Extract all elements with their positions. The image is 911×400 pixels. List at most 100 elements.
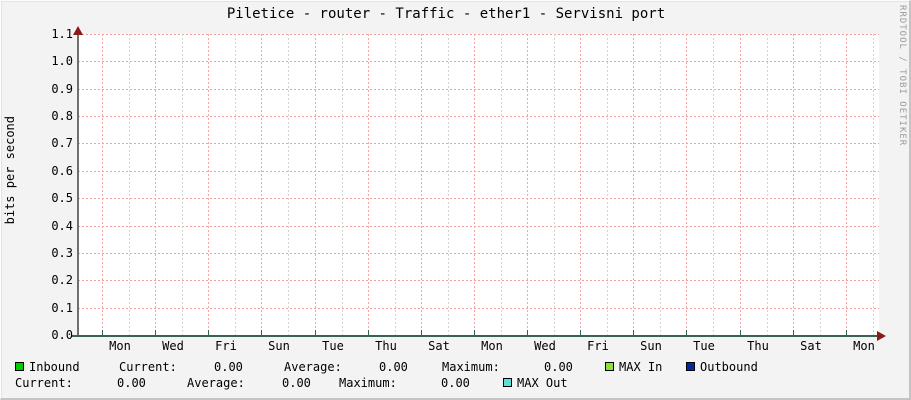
page-title: Piletice - router - Traffic - ether1 - S… <box>226 6 666 22</box>
legend-outbound-average-label: Average: <box>187 376 245 390</box>
x-axis-tick-mark <box>208 330 209 335</box>
vertical-gridline-major <box>580 34 581 336</box>
y-axis-tick-label: 0.4 <box>51 219 73 233</box>
horizontal-gridline <box>78 61 879 62</box>
horizontal-gridline <box>78 198 879 199</box>
vertical-gridline-minor <box>501 34 502 336</box>
y-axis-ticks: 1.1 1.0 0.9 0.8 0.7 0.6 0.5 0.4 0.3 0.2 0.1 0.0 <box>9 1 73 398</box>
x-axis-tick-label: Tue <box>322 339 344 353</box>
plot-area <box>78 34 879 336</box>
legend-outbound-current-label: Current: <box>15 376 73 390</box>
x-axis-tick-label: Mon <box>853 339 875 353</box>
y-axis-tick-label: 0.5 <box>51 191 73 205</box>
rrdtool-watermark: RRDTOOL / TOBI OETIKER <box>897 5 907 147</box>
x-axis-tick-mark <box>421 330 422 335</box>
vertical-gridline-major <box>686 34 687 336</box>
legend-inbound-maximum-value: 0.00 <box>544 360 573 374</box>
x-axis-tick-label: Fri <box>215 339 237 353</box>
x-axis-tick-mark <box>580 330 581 335</box>
legend-inbound-current-value: 0.00 <box>214 360 243 374</box>
x-axis-tick-label: Sat <box>800 339 822 353</box>
x-axis-tick-label: Thu <box>747 339 769 353</box>
x-axis-tick-label: Wed <box>162 339 184 353</box>
y-axis-tick-label: 0.6 <box>51 164 73 178</box>
y-axis-tick-label: 0.7 <box>51 136 73 150</box>
vertical-gridline-major <box>633 34 634 336</box>
horizontal-gridline <box>78 143 879 144</box>
y-axis-tick-label: 1.0 <box>51 54 73 68</box>
vertical-gridline-minor <box>182 34 183 336</box>
vertical-gridline-minor <box>873 34 874 336</box>
vertical-gridline-minor <box>820 34 821 336</box>
vertical-gridline-major <box>793 34 794 336</box>
x-axis-tick-mark <box>686 330 687 335</box>
legend-row-outbound: Current: 0.00 Average: 0.00 Maximum: 0.0… <box>1 375 909 391</box>
x-axis-tick-label: Mon <box>481 339 503 353</box>
y-axis-tick-label: 1.1 <box>51 27 73 41</box>
vertical-gridline-minor <box>288 34 289 336</box>
x-axis-tick-mark <box>740 330 741 335</box>
x-axis-tick-mark <box>527 330 528 335</box>
legend-inbound-current-label: Current: <box>119 360 177 374</box>
vertical-gridline-major <box>421 34 422 336</box>
legend-outbound-maximum-label: Maximum: <box>339 376 397 390</box>
vertical-gridline-minor <box>235 34 236 336</box>
maxout-color-swatch <box>503 378 512 387</box>
y-axis-tick-label: 0.8 <box>51 109 73 123</box>
y-axis-tick-label: 0.2 <box>51 273 73 287</box>
y-axis-arrow-icon <box>73 26 83 35</box>
legend-row-inbound: Inbound Current: 0.00 Average: 0.00 Maxi… <box>1 359 909 375</box>
x-axis-tick-mark <box>368 330 369 335</box>
x-axis-tick-mark <box>261 330 262 335</box>
vertical-gridline-minor <box>713 34 714 336</box>
x-axis-tick-label: Mon <box>109 339 131 353</box>
x-axis-tick-mark <box>155 330 156 335</box>
maxin-color-swatch <box>605 362 614 371</box>
vertical-gridline-major <box>368 34 369 336</box>
x-axis-tick-mark <box>315 330 316 335</box>
vertical-gridline-minor <box>395 34 396 336</box>
horizontal-gridline <box>78 226 879 227</box>
horizontal-gridline <box>78 308 879 309</box>
vertical-gridline-major <box>846 34 847 336</box>
y-axis-tick-label: 0.1 <box>51 301 73 315</box>
legend-outbound-average-value: 0.00 <box>282 376 311 390</box>
vertical-gridline-minor <box>342 34 343 336</box>
horizontal-gridline <box>78 116 879 117</box>
horizontal-gridline <box>78 253 879 254</box>
vertical-gridline-major <box>315 34 316 336</box>
vertical-gridline-minor <box>607 34 608 336</box>
x-axis-tick-mark <box>474 330 475 335</box>
vertical-gridline-major <box>261 34 262 336</box>
vertical-gridline-major <box>155 34 156 336</box>
horizontal-gridline <box>78 34 879 35</box>
x-axis-tick-label: Wed <box>534 339 556 353</box>
y-axis-tick-label: 0.3 <box>51 246 73 260</box>
legend-maxout-label: MAX Out <box>517 376 568 390</box>
outbound-color-swatch <box>686 362 695 371</box>
y-axis-tick-label: 0.0 <box>51 328 73 342</box>
x-axis-tick-label: Sat <box>428 339 450 353</box>
x-axis-tick-mark <box>846 330 847 335</box>
vertical-gridline-minor <box>767 34 768 336</box>
legend: Inbound Current: 0.00 Average: 0.00 Maxi… <box>1 359 909 397</box>
legend-inbound-maximum-label: Maximum: <box>442 360 500 374</box>
legend-inbound-label: Inbound <box>29 360 80 374</box>
x-axis-arrow-icon <box>877 331 886 341</box>
horizontal-gridline <box>78 89 879 90</box>
y-axis-tick-label: 0.9 <box>51 82 73 96</box>
vertical-gridline-minor <box>660 34 661 336</box>
x-axis-tick-label: Fri <box>587 339 609 353</box>
x-axis-line <box>72 335 879 337</box>
legend-inbound-average-value: 0.00 <box>379 360 408 374</box>
x-axis-tick-label: Sun <box>268 339 290 353</box>
horizontal-gridline <box>78 280 879 281</box>
legend-outbound-label: Outbound <box>700 360 758 374</box>
legend-inbound-average-label: Average: <box>284 360 342 374</box>
vertical-gridline-minor <box>129 34 130 336</box>
vertical-gridline-major <box>527 34 528 336</box>
x-axis-tick-label: Thu <box>375 339 397 353</box>
vertical-gridline-major <box>474 34 475 336</box>
vertical-gridline-major <box>208 34 209 336</box>
